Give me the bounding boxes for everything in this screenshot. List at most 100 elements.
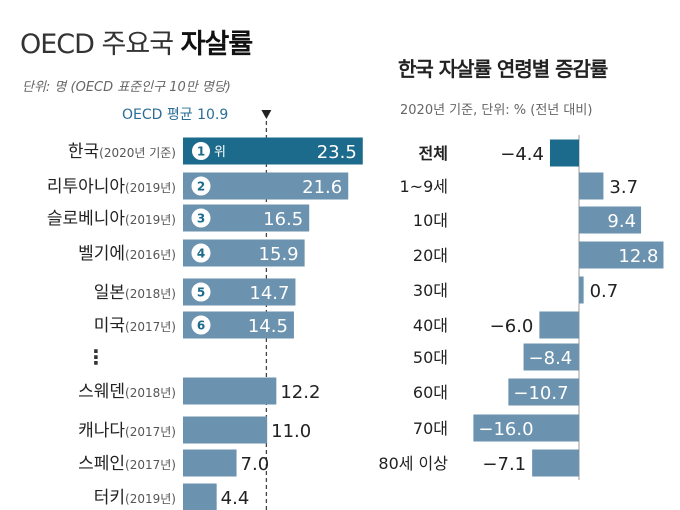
average-marker-triangle: [261, 110, 272, 119]
value-label: −10.7: [513, 383, 568, 404]
country-name: 슬로베니아: [47, 209, 126, 229]
category-label: 1~9세: [400, 177, 449, 196]
rank-badge: [192, 142, 210, 160]
bar-row: 스웨덴(2018년) 12.2: [78, 377, 320, 405]
country-name: 한국: [68, 142, 99, 162]
country-label: 벨기에(2016년): [78, 244, 176, 264]
country-label: 캐나다(2017년): [78, 421, 176, 441]
rank-badge: [191, 243, 211, 263]
bar: [579, 172, 604, 200]
bar: [183, 416, 268, 444]
bar-row: 40대 −6.0: [413, 311, 579, 339]
bar: [183, 172, 349, 200]
rank-badge: [191, 282, 211, 302]
bar-row: 80세 이상 −7.1: [378, 449, 579, 477]
value-label: 0.7: [590, 281, 619, 302]
country-label: 리투아니아(2019년): [47, 177, 176, 197]
country-name: 리투아니아: [47, 177, 126, 197]
bar-row: 한국(2020년 기준) 1 위 23.5: [68, 137, 363, 165]
value-label: 3.7: [609, 177, 638, 198]
country-year: (2019년): [125, 181, 176, 195]
value-label: 15.9: [259, 244, 299, 265]
bar-row: 전체 −4.4: [419, 139, 579, 167]
value-label: 7.0: [241, 454, 270, 475]
country-name: 터키: [94, 488, 125, 508]
left-title-bold: 자살률: [180, 29, 254, 60]
country-year: (2019년): [125, 213, 176, 227]
country-name: 미국: [94, 316, 125, 336]
country-name: 스페인: [78, 454, 125, 474]
rank-badge: [191, 208, 211, 228]
bar-row: 30대 0.7: [413, 276, 619, 304]
value-label: 16.5: [263, 209, 303, 230]
country-year: (2019년): [125, 492, 176, 506]
category-label: 10대: [413, 211, 448, 230]
bar-row: 20대 12.8: [413, 241, 664, 269]
country-year: (2018년): [125, 386, 176, 400]
rank-number: 6: [197, 319, 205, 333]
value-label: −4.4: [500, 144, 544, 165]
bar: [579, 206, 642, 234]
country-label: 스웨덴(2018년): [78, 382, 176, 402]
country-year: (2017년): [125, 458, 176, 472]
country-label: 스페인(2017년): [78, 454, 176, 474]
bar: [532, 449, 579, 477]
country-label: 슬로베니아(2019년): [47, 209, 176, 229]
country-label: 일본(2018년): [94, 283, 176, 303]
rank-badge: [191, 315, 211, 335]
category-label: 50대: [413, 348, 448, 367]
value-label: 11.0: [271, 421, 311, 442]
rank-suffix: 위: [214, 145, 226, 160]
bar: [579, 241, 664, 269]
bar: [183, 449, 237, 477]
value-label: 9.4: [607, 211, 636, 232]
rank-number: 4: [197, 247, 205, 261]
bar: [183, 377, 277, 405]
country-name: 스웨덴: [78, 382, 125, 402]
bar-row: 10대 9.4: [413, 206, 642, 234]
bar: [539, 311, 579, 339]
bar-row: 60대 −10.7: [413, 378, 579, 406]
rank-number: 2: [197, 180, 205, 194]
rank-number: 5: [197, 286, 205, 300]
value-label: −7.1: [482, 454, 526, 475]
rank-badge: [191, 176, 211, 196]
bar-row: 캐나다(2017년) 11.0: [78, 416, 311, 444]
country-label: 미국(2017년): [94, 316, 176, 336]
bar: [579, 276, 584, 304]
rank-number: 1: [197, 145, 205, 159]
value-label: 12.2: [280, 382, 320, 403]
bar: [183, 137, 363, 165]
right-unit-note: 2020년 기준, 단위: % (전년 대비): [400, 103, 593, 118]
bar-row: 70대 −16.0: [413, 414, 579, 442]
value-label: 12.8: [618, 246, 658, 267]
country-name: 벨기에: [78, 244, 125, 264]
value-label: 23.5: [317, 142, 357, 163]
value-label: 4.4: [221, 488, 250, 509]
country-year: (2018년): [125, 287, 176, 301]
value-label: 14.5: [248, 316, 288, 337]
right-chart-title: 한국 자살률 연령별 증감률: [398, 57, 608, 81]
country-name: 캐나다: [78, 421, 125, 441]
category-label: 30대: [413, 281, 448, 300]
value-label: 14.7: [249, 283, 289, 304]
oecd-average-label: OECD 평균 10.9: [122, 107, 229, 123]
bar: [508, 378, 579, 406]
bar-row: 1~9세 3.7: [400, 172, 638, 200]
country-label: 한국(2020년 기준): [68, 142, 176, 162]
value-label: −8.4: [529, 348, 573, 369]
bar-row: 미국(2017년) 6 14.5: [94, 311, 294, 339]
value-label: −16.0: [478, 419, 533, 440]
ellipsis-marker: ⋮: [86, 345, 106, 369]
country-year: (2020년 기준): [99, 146, 176, 160]
bar-row: 벨기에(2016년) 4 15.9: [78, 239, 305, 267]
value-label: 21.6: [302, 177, 342, 198]
category-label: 80세 이상: [378, 454, 448, 473]
bar-row: 일본(2018년) 5 14.7: [94, 278, 296, 306]
country-label: 터키(2019년): [94, 488, 176, 508]
category-label: 20대: [413, 246, 448, 265]
bar: [183, 483, 217, 510]
category-label: 60대: [413, 383, 448, 402]
